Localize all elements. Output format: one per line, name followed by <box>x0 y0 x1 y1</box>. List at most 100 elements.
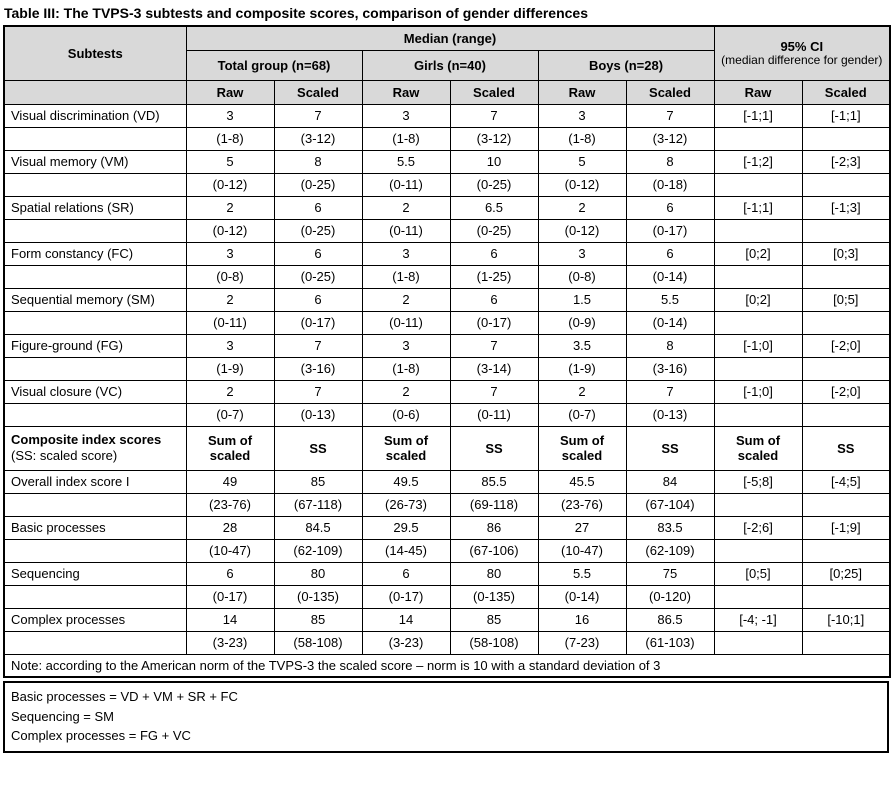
ci-header-subtitle: (median difference for gender) <box>721 53 883 68</box>
median-value: 8 <box>625 333 715 358</box>
median-value: 7 <box>625 379 715 404</box>
ci-scaled-value: [-2;0] <box>801 333 891 358</box>
median-value: 2 <box>185 195 275 220</box>
composite-header-subtitle: (SS: scaled score) <box>11 448 118 463</box>
col-header-raw: Raw <box>713 79 803 105</box>
range-value: (10-47) <box>185 538 275 563</box>
range-value: (1-25) <box>449 264 539 289</box>
ci-scaled-value: [-4;5] <box>801 469 891 494</box>
median-value: 85.5 <box>449 469 539 494</box>
median-value: 8 <box>273 149 363 174</box>
ci-raw-value: [0;5] <box>713 561 803 586</box>
ci-raw-value: [-2;6] <box>713 515 803 540</box>
median-value: 6 <box>449 287 539 312</box>
subtest-name-empty <box>3 538 187 563</box>
median-row: Overall index score I 49 85 49.5 85.5 45.5 84[… <box>3 469 891 494</box>
median-value: 80 <box>273 561 363 586</box>
median-value: 80 <box>449 561 539 586</box>
range-value: (0-25) <box>273 264 363 289</box>
range-value: (0-11) <box>449 402 539 427</box>
median-value: 3 <box>361 333 451 358</box>
range-value: (1-9) <box>185 356 275 381</box>
range-value: (0-14) <box>625 264 715 289</box>
ci-scaled-value: [0;25] <box>801 561 891 586</box>
range-value: (0-9) <box>537 310 627 335</box>
subtest-name: Figure-ground (FG) <box>3 333 187 358</box>
sum-of-scaled-header: Sum of scaled <box>713 425 803 471</box>
range-value: (0-25) <box>273 218 363 243</box>
ci-scaled-empty <box>801 126 891 151</box>
subtest-name-empty <box>3 126 187 151</box>
table-note: Note: according to the American norm of … <box>3 653 891 678</box>
median-row: Basic processes 28 84.5 29.5 86 27 83.5 [-2;6][… <box>3 515 891 540</box>
col-header-scaled: Scaled <box>801 79 891 105</box>
median-value: 6 <box>361 561 451 586</box>
range-value: (0-11) <box>361 172 451 197</box>
ci-raw-empty <box>713 538 803 563</box>
range-value: (3-12) <box>625 126 715 151</box>
median-row: Sequential memory (SM) 2 6 2 6 1.5 5.5 [0;2] [0;… <box>3 287 891 312</box>
col-header-raw: Raw <box>537 79 627 105</box>
col-header-subtests: Subtests <box>3 25 187 81</box>
range-value: (0-17) <box>273 310 363 335</box>
range-value: (3-14) <box>449 356 539 381</box>
col-header-median-range: Median (range) <box>185 25 715 51</box>
median-value: 3 <box>361 103 451 128</box>
footnote-line: Complex processes = FG + VC <box>11 728 191 743</box>
median-value: 75 <box>625 561 715 586</box>
header-row-1: Subtests Median (range) 95% CI (median d… <box>3 25 891 81</box>
table-title: Table III: The TVPS-3 subtests and compo… <box>4 5 588 21</box>
ci-header-title: 95% CI <box>780 38 824 54</box>
median-value: 6 <box>273 241 363 266</box>
median-row: Visual memory (VM) 5 8 5.5 10 5 8 [-1;2] [-2;3] <box>3 149 891 174</box>
col-header-girls: Girls (n=40) <box>361 49 539 81</box>
ci-scaled-value: [-1;9] <box>801 515 891 540</box>
median-row: Complex processes 14 85 14 85 16 86.5 [-4; -1][… <box>3 607 891 632</box>
range-value: (3-16) <box>273 356 363 381</box>
median-row: Figure-ground (FG) 3 7 3 7 3.5 8 [-1;0] [-2;0] <box>3 333 891 358</box>
ss-header: SS <box>449 425 539 471</box>
col-header-ci: 95% CI (median difference for gender) <box>713 25 891 81</box>
median-value: 7 <box>449 333 539 358</box>
median-value: 6 <box>625 241 715 266</box>
median-value: 5 <box>185 149 275 174</box>
subtest-name: Sequential memory (SM) <box>3 287 187 312</box>
median-value: 28 <box>185 515 275 540</box>
range-value: (62-109) <box>273 538 363 563</box>
ci-raw-empty <box>713 402 803 427</box>
median-value: 49.5 <box>361 469 451 494</box>
median-value: 6.5 <box>449 195 539 220</box>
median-row: Visual closure (VC) 2 7 2 7 2 7 [-1;0] [-2;0] <box>3 379 891 404</box>
median-value: 83.5 <box>625 515 715 540</box>
ci-raw-value: [-5;8] <box>713 469 803 494</box>
ci-raw-value: [-1;1] <box>713 195 803 220</box>
range-value: (1-8) <box>185 126 275 151</box>
median-value: 2 <box>537 379 627 404</box>
median-value: 14 <box>185 607 275 632</box>
median-value: 5 <box>537 149 627 174</box>
median-value: 6 <box>273 195 363 220</box>
median-value: 6 <box>185 561 275 586</box>
footnote-line: Sequencing = SM <box>11 708 114 724</box>
ci-scaled-value: [-2;0] <box>801 379 891 404</box>
median-value: 49 <box>185 469 275 494</box>
subtest-name: Sequencing <box>3 561 187 586</box>
range-value: (1-8) <box>537 126 627 151</box>
col-header-raw: Raw <box>185 79 275 105</box>
median-value: 7 <box>273 379 363 404</box>
ci-raw-empty <box>713 630 803 655</box>
range-value: (0-13) <box>625 402 715 427</box>
median-value: 2 <box>537 195 627 220</box>
subtest-name-empty <box>3 356 187 381</box>
median-value: 86.5 <box>625 607 715 632</box>
col-header-scaled: Scaled <box>273 79 363 105</box>
median-row: Form constancy (FC) 3 6 3 6 3 6 [0;2] [0;3] <box>3 241 891 266</box>
subtest-name-empty <box>3 402 187 427</box>
ci-raw-value: [0;2] <box>713 287 803 312</box>
median-row: Spatial relations (SR) 2 6 2 6.5 2 6 [-1;1] [-1;… <box>3 195 891 220</box>
sum-of-scaled-header: Sum of scaled <box>185 425 275 471</box>
median-value: 2 <box>361 195 451 220</box>
range-value: (23-76) <box>185 492 275 517</box>
range-value: (0-25) <box>449 172 539 197</box>
median-value: 29.5 <box>361 515 451 540</box>
